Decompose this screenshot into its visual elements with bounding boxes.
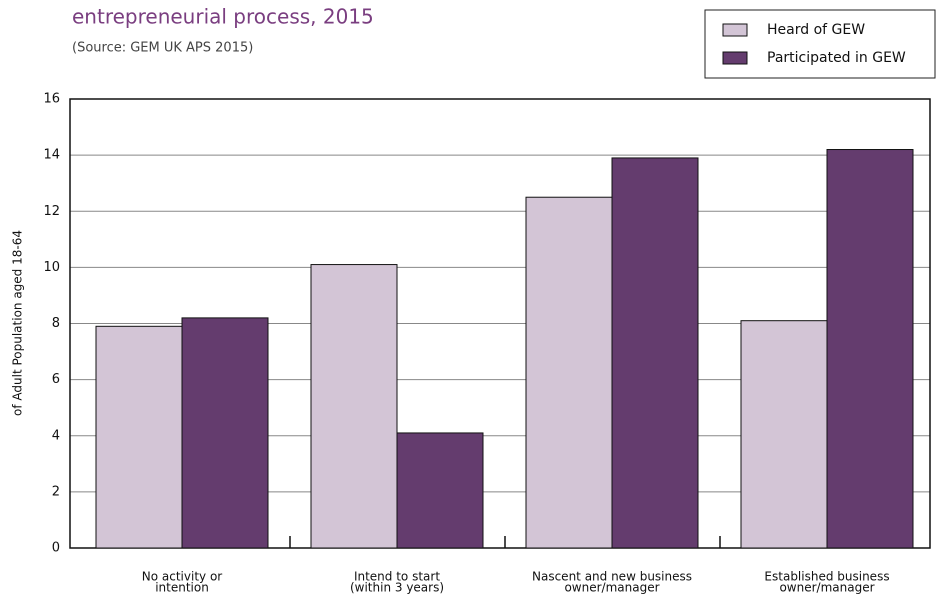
bar — [611, 157, 699, 549]
legend-box — [704, 9, 936, 79]
chart-subtitle: (Source: GEM UK APS 2015) — [72, 41, 253, 56]
legend-swatch — [722, 23, 748, 37]
y-tick-label: 16 — [43, 92, 60, 107]
bar — [310, 264, 398, 549]
x-tick-label: Intend to start — [354, 570, 440, 584]
legend-label: Participated in GEW — [767, 50, 906, 66]
y-axis-label: of Adult Population aged 18-64 — [11, 230, 25, 416]
x-tick-label: owner/manager — [779, 581, 874, 595]
bar — [396, 432, 484, 549]
y-tick-label: 8 — [52, 316, 60, 331]
legend-label: Heard of GEW — [767, 22, 865, 38]
y-tick-label: 6 — [52, 372, 60, 387]
x-tick-label: No activity or — [142, 570, 223, 584]
y-tick-label: 10 — [43, 260, 60, 275]
bar — [826, 149, 914, 549]
y-tick-label: 0 — [52, 541, 60, 556]
y-tick-label: 2 — [52, 484, 60, 499]
bar — [525, 196, 613, 549]
y-tick-label: 12 — [43, 204, 60, 219]
plot-frame — [69, 98, 931, 549]
bar — [740, 320, 828, 549]
x-tick-label: (within 3 years) — [350, 581, 444, 595]
x-tick-label: Established business — [764, 570, 889, 584]
y-tick-label: 14 — [43, 148, 60, 163]
legend-swatch — [722, 51, 748, 65]
x-tick-label: intention — [155, 581, 209, 595]
bar — [95, 325, 183, 549]
chart-title: entrepreneurial process, 2015 — [72, 5, 374, 29]
y-tick-label: 4 — [52, 428, 60, 443]
x-tick-label: owner/manager — [564, 581, 659, 595]
bar — [181, 317, 269, 549]
x-tick-label: Nascent and new business — [532, 570, 692, 584]
